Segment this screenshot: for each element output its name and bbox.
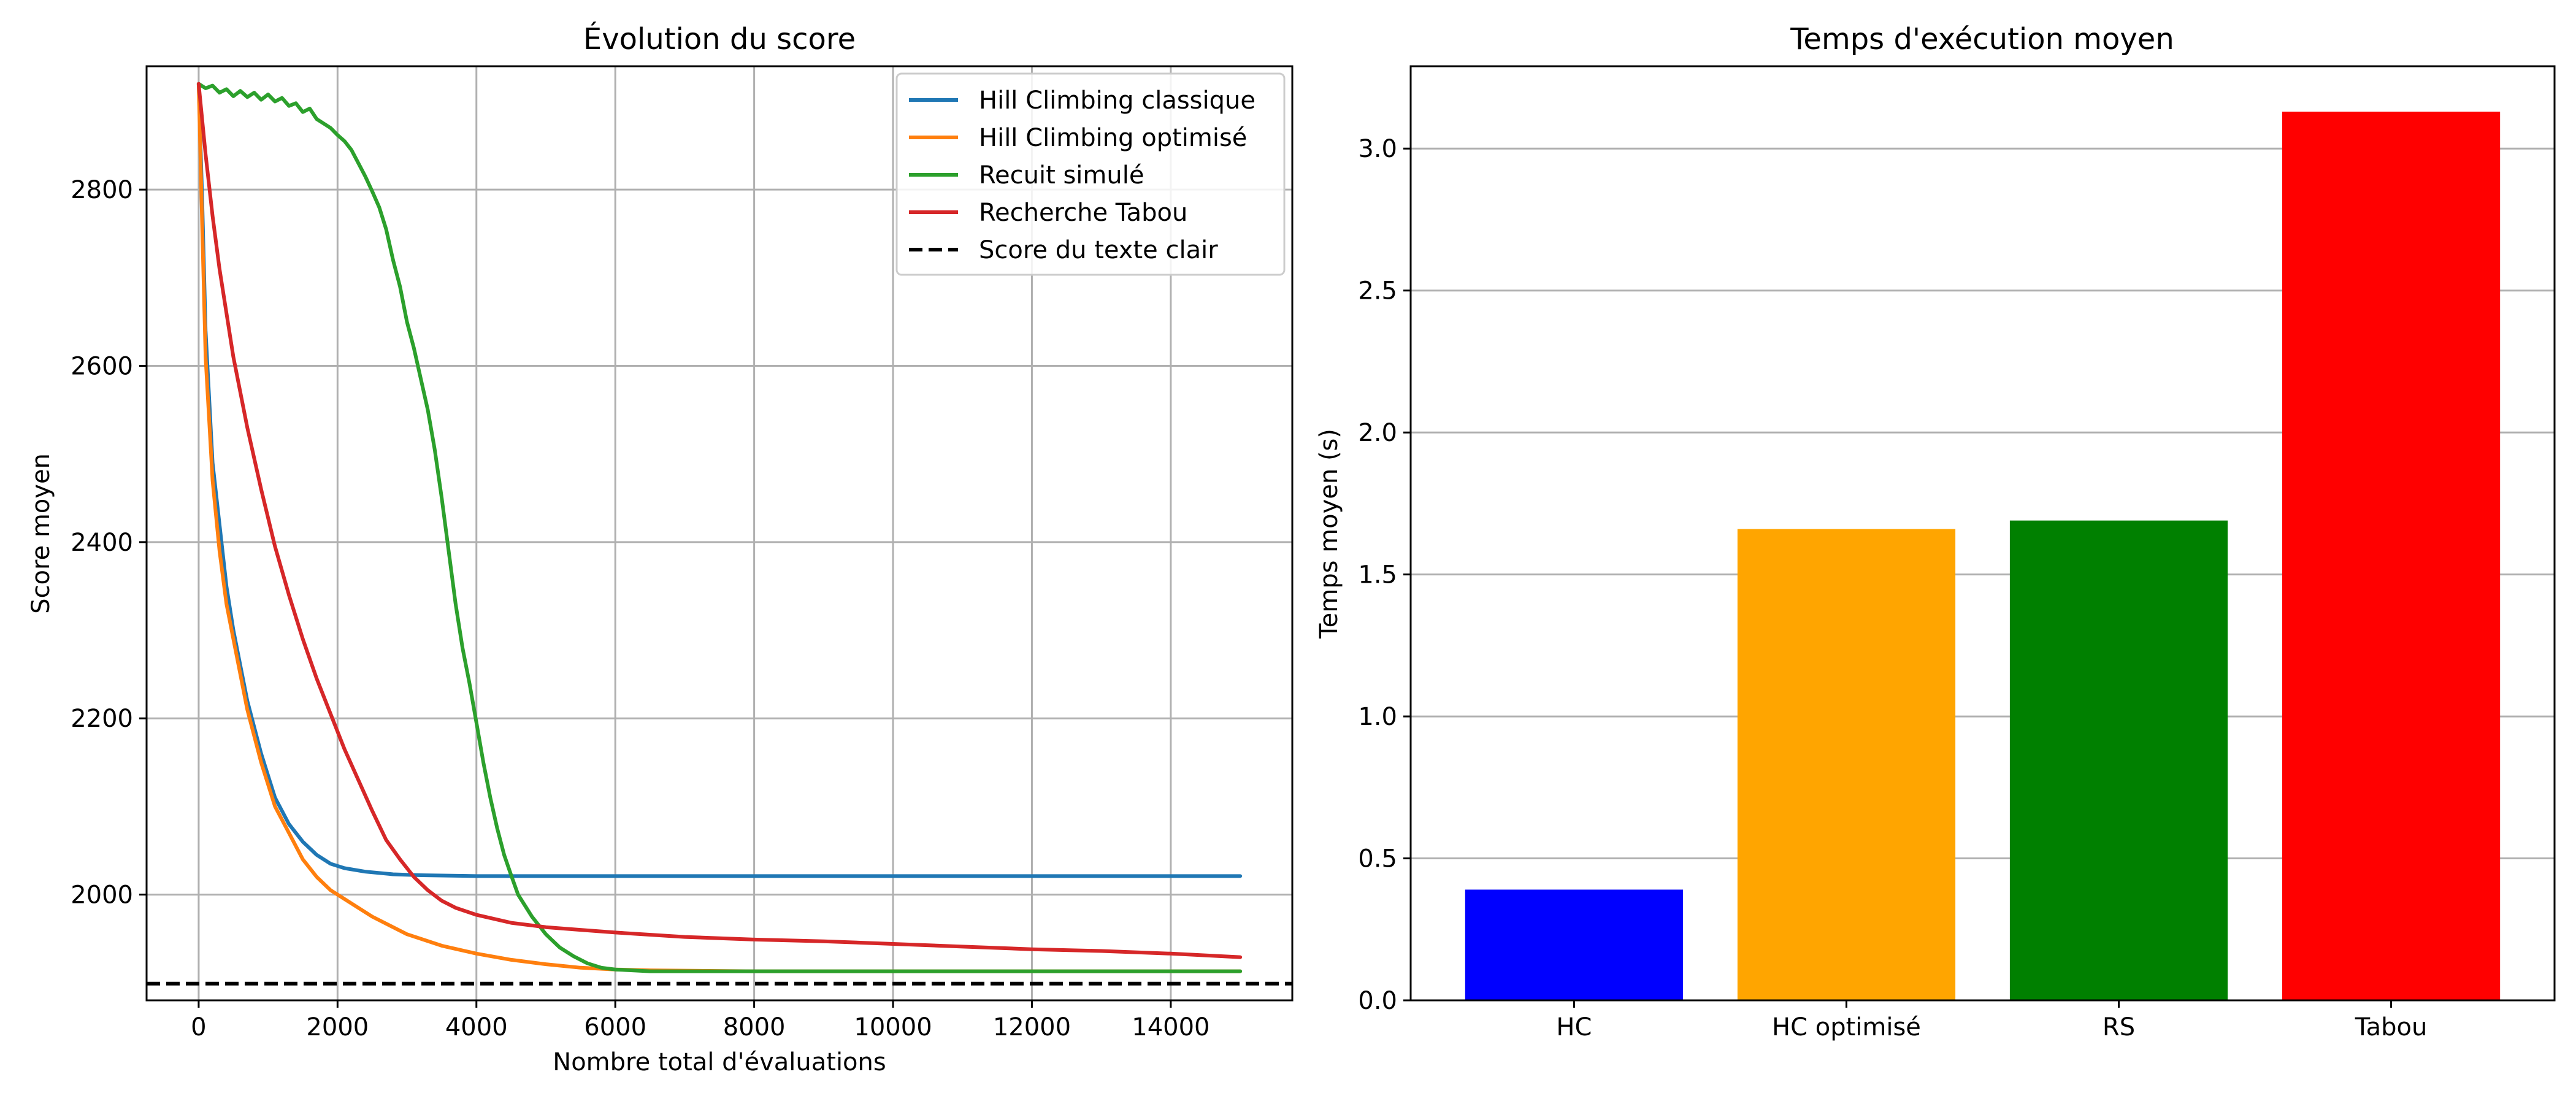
- x-tick-label: HC: [1556, 1013, 1592, 1041]
- y-tick-label: 2.0: [1358, 419, 1397, 447]
- x-tick-label: 0: [191, 1013, 206, 1041]
- chart-title: Temps d'exécution moyen: [1790, 22, 2174, 56]
- y-axis-label: Temps moyen (s): [1315, 429, 1343, 639]
- x-tick-label: 6000: [584, 1013, 646, 1041]
- x-axis-ticks: HC HC optimisé RS Tabou: [1556, 1000, 2427, 1041]
- legend-box: [895, 72, 1286, 276]
- y-axis-label: Score moyen: [27, 453, 55, 614]
- x-tick-label: Tabou: [2355, 1013, 2428, 1041]
- y-tick-label: 1.0: [1358, 703, 1397, 731]
- plot-frame: [1409, 65, 2556, 1002]
- legend-entry: Recuit simulé: [979, 161, 1144, 190]
- y-tick-label: 2200: [71, 705, 133, 733]
- legend-entry: Hill Climbing classique: [979, 86, 1255, 115]
- legend-entry: Score du texte clair: [979, 236, 1218, 264]
- bars: [1465, 112, 2501, 1000]
- x-axis-label: Nombre total d'évaluations: [553, 1048, 886, 1076]
- score-evolution-chart: Évolution du score 0 2000 4000 6000 8000 1000…: [27, 21, 1294, 1076]
- x-tick-label: 10000: [854, 1013, 932, 1041]
- bar-1: [1737, 529, 1956, 1000]
- series-line-2: [196, 82, 1243, 973]
- bar-2: [2009, 520, 2228, 1000]
- series-lines: [147, 82, 1292, 986]
- y-axis-ticks: 0.0 0.5 1.0 1.5 2.0 2.5 3.0: [1358, 135, 1411, 1015]
- series-line-0: [196, 82, 1243, 878]
- x-tick-label: 14000: [1132, 1013, 1209, 1041]
- plot-frame: [145, 65, 1294, 1002]
- y-tick-label: 2600: [71, 353, 133, 381]
- y-axis-ticks: 2000 2200 2400 2600 2800: [71, 176, 147, 910]
- series-line-3: [196, 82, 1243, 959]
- y-tick-label: 0.0: [1358, 987, 1397, 1015]
- y-tick-label: 3.0: [1358, 135, 1397, 163]
- x-tick-label: RS: [2103, 1013, 2135, 1041]
- y-tick-label: 2.5: [1358, 277, 1397, 305]
- legend: Hill Climbing classique Hill Climbing opt…: [895, 72, 1286, 276]
- y-tick-label: 2800: [71, 176, 133, 204]
- execution-time-chart: Temps d'exécution moyen HC HC optimisé RS T…: [1315, 22, 2556, 1041]
- bar-3: [2282, 112, 2501, 1000]
- x-tick-label: 2000: [306, 1013, 369, 1041]
- x-tick-label: HC optimisé: [1772, 1013, 1921, 1041]
- chart-title: Évolution du score: [583, 21, 856, 56]
- x-tick-label: 4000: [445, 1013, 508, 1041]
- x-tick-label: 8000: [723, 1013, 786, 1041]
- x-tick-label: 12000: [993, 1013, 1071, 1041]
- legend-entry: Recherche Tabou: [979, 199, 1187, 227]
- y-tick-label: 2400: [71, 529, 133, 557]
- y-tick-label: 2000: [71, 881, 133, 910]
- bar-0: [1465, 889, 1684, 1000]
- y-tick-label: 0.5: [1358, 845, 1397, 873]
- y-tick-label: 1.5: [1358, 561, 1397, 589]
- x-axis-ticks: 0 2000 4000 6000 8000 10000 12000 14000: [191, 1000, 1210, 1041]
- legend-entry: Hill Climbing optimisé: [979, 124, 1247, 152]
